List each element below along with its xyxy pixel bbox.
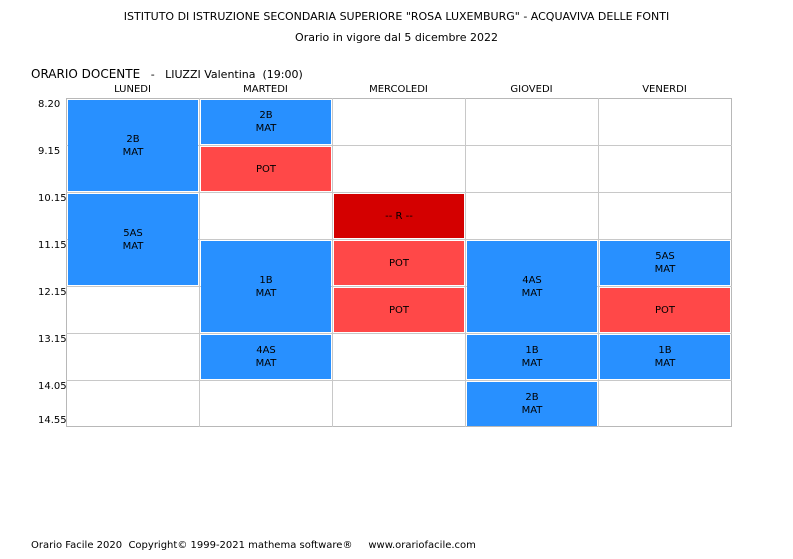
lesson-class: 4AS (522, 274, 542, 286)
lesson-class: POT (388, 304, 409, 316)
lesson-block[interactable]: 1B MAT (600, 335, 730, 379)
grid-divider (66, 380, 732, 381)
grid-divider (199, 98, 200, 427)
lesson-subject: MAT (654, 358, 676, 369)
lesson-subject: MAT (654, 264, 676, 275)
lesson-class: 1B (525, 345, 539, 356)
grid-divider (465, 98, 466, 427)
lesson-class: POT (255, 163, 276, 175)
grid-divider (66, 333, 732, 334)
lesson-block[interactable]: 5AS MAT (68, 194, 198, 285)
time-label: 14.05 (38, 381, 67, 392)
lesson-block[interactable]: 4AS MAT (467, 241, 597, 332)
lesson-block[interactable]: 1B MAT (467, 335, 597, 379)
lesson-subject: MAT (521, 287, 543, 299)
day-header-lunedi: LUNEDI (114, 84, 151, 95)
lesson-class: 1B (658, 345, 672, 356)
grid-divider (598, 98, 599, 427)
day-header-mercoledi: MERCOLEDI (369, 84, 428, 95)
lesson-block[interactable]: POT (600, 288, 730, 332)
lesson-subject: MAT (521, 358, 543, 369)
lesson-class: 2B (259, 110, 273, 121)
footer-product: Orario Facile 2020 (31, 540, 123, 551)
time-label: 8.20 (38, 99, 61, 110)
grid-divider (66, 192, 732, 193)
day-header-martedi: MARTEDI (243, 84, 288, 95)
time-label: 10.15 (38, 193, 67, 204)
grid-divider (332, 98, 333, 427)
teacher-name: LIUZZI Valentina (165, 68, 256, 81)
lesson-subject: MAT (122, 240, 144, 252)
school-title: ISTITUTO DI ISTRUZIONE SECONDARIA SUPERI… (123, 10, 670, 23)
time-label: 13.15 (38, 334, 67, 345)
lesson-block[interactable]: POT (201, 147, 331, 191)
lesson-subject: MAT (521, 405, 543, 416)
lesson-subject: MAT (255, 287, 277, 299)
teacher-hours: (19:00) (262, 68, 303, 81)
separator: - (150, 68, 155, 81)
time-label: 14.55 (38, 415, 67, 426)
lesson-block[interactable]: -- R -- (334, 194, 464, 238)
grid-divider (66, 145, 732, 146)
lesson-class: 2B (525, 392, 539, 403)
timetable-grid (66, 98, 732, 427)
time-label: 9.15 (38, 146, 61, 157)
lesson-class: 5AS (123, 227, 143, 239)
time-label: 11.15 (38, 240, 67, 251)
lesson-subject: MAT (255, 123, 277, 134)
footer: Orario Facile 2020 Copyright© 1999-2021 … (31, 540, 476, 551)
lesson-class: POT (654, 304, 675, 316)
lesson-block[interactable]: 5AS MAT (600, 241, 730, 285)
footer-copyright: Copyright© 1999-2021 mathema software® (128, 540, 353, 551)
lesson-block[interactable]: 2B MAT (201, 100, 331, 144)
lesson-block[interactable]: 1B MAT (201, 241, 331, 332)
lesson-class: POT (388, 257, 409, 269)
grid-divider (66, 286, 732, 287)
lesson-class: 1B (259, 274, 273, 286)
lesson-block[interactable]: POT (334, 241, 464, 285)
validity-subtitle: Orario in vigore dal 5 dicembre 2022 (295, 31, 498, 44)
day-header-giovedi: GIOVEDI (510, 84, 553, 95)
lesson-subject: MAT (122, 146, 144, 158)
lesson-block[interactable]: 4AS MAT (201, 335, 331, 379)
schedule-type-label: ORARIO DOCENTE (31, 67, 141, 81)
lesson-block[interactable]: 2B MAT (68, 100, 198, 191)
day-header-venerdi: VENERDI (642, 84, 687, 95)
time-label: 12.15 (38, 287, 67, 298)
lesson-class: 4AS (256, 345, 276, 356)
footer-website[interactable]: www.orariofacile.com (368, 540, 476, 551)
lesson-class: 5AS (655, 251, 675, 262)
teacher-line: ORARIO DOCENTE - LIUZZI Valentina (19:00… (31, 67, 303, 81)
lesson-block[interactable]: 2B MAT (467, 382, 597, 426)
lesson-class: 2B (126, 133, 140, 145)
lesson-class: -- R -- (385, 210, 413, 222)
lesson-subject: MAT (255, 358, 277, 369)
lesson-block[interactable]: POT (334, 288, 464, 332)
grid-divider (66, 239, 732, 240)
